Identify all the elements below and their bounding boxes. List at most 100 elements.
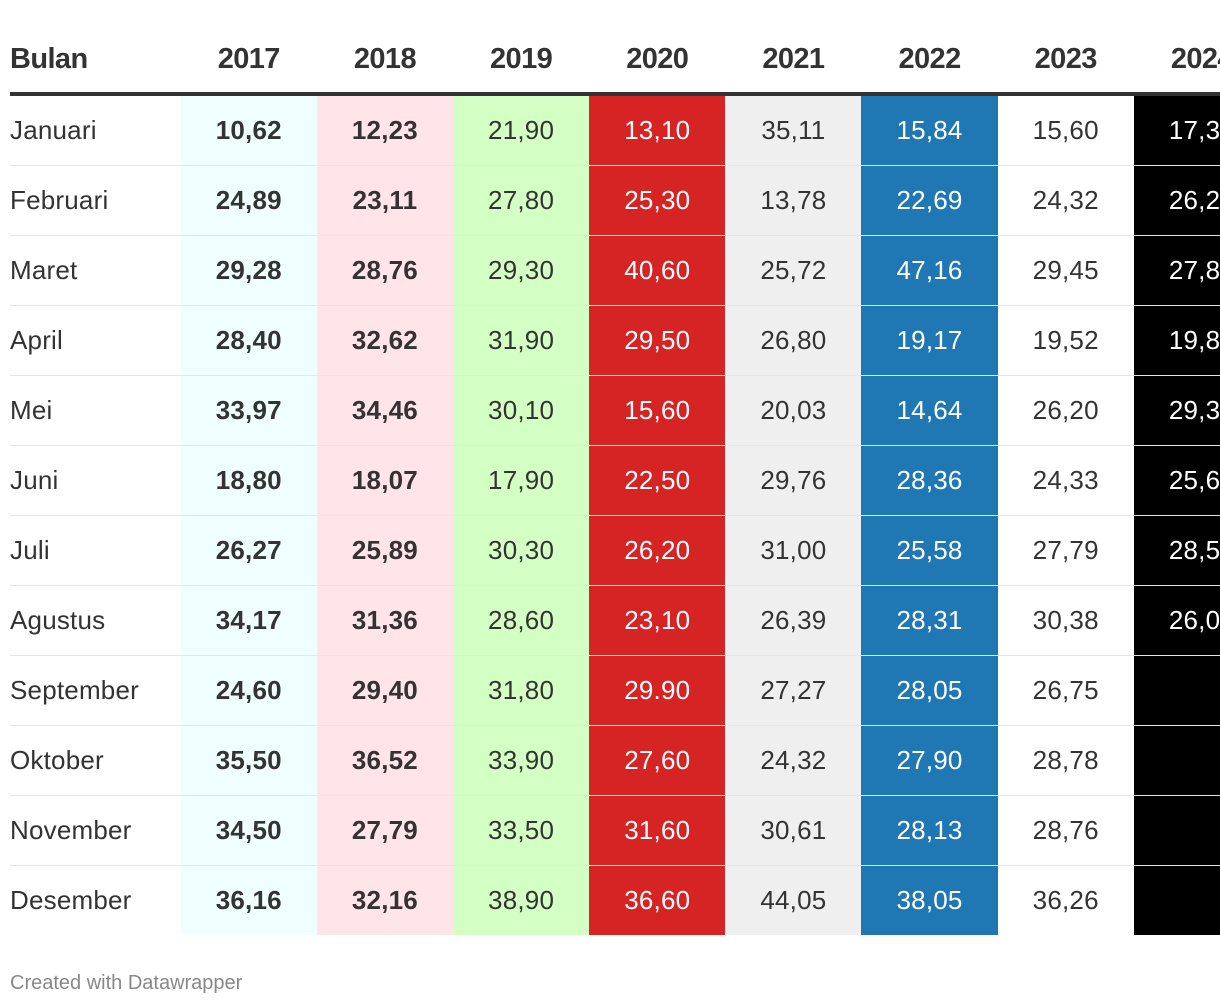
value-cell: 34,17	[180, 585, 317, 656]
value-cell: 25,72	[725, 235, 862, 306]
table-row: Januari 10,62 12,23 21,90 13,10 35,11 15,84 15,…	[10, 94, 1220, 166]
value-cell: 36,26	[997, 865, 1134, 935]
value-cell: 19,17	[861, 305, 998, 376]
table-row: November 34,50 27,79 33,50 31,60 30,61 28,13 28…	[10, 795, 1220, 866]
value-cell: 28,76	[316, 235, 454, 306]
data-table-container: Bulan20172018201920202021202220232024 Ja…	[10, 26, 1220, 935]
value-cell: 27,88	[1133, 235, 1220, 306]
month-cell: Maret	[10, 235, 181, 306]
month-cell: Januari	[10, 94, 181, 166]
value-cell: 30,38	[997, 585, 1134, 656]
value-cell: 22,69	[861, 165, 998, 236]
month-cell: Oktober	[10, 725, 181, 796]
column-header-bulan: Bulan	[10, 26, 181, 96]
value-cell	[1133, 865, 1220, 935]
value-cell: 31,00	[725, 515, 862, 586]
value-cell: 23,11	[316, 165, 454, 236]
table-row: Februari 24,89 23,11 27,80 25,30 13,78 22,69 24…	[10, 165, 1220, 236]
value-cell: 17,39	[1133, 94, 1220, 166]
value-cell: 28,36	[861, 445, 998, 516]
value-cell: 15,60	[997, 94, 1134, 166]
column-header-2020: 2020	[589, 26, 726, 96]
month-cell: September	[10, 655, 181, 726]
value-cell: 32,62	[316, 305, 454, 376]
value-cell: 24,89	[180, 165, 317, 236]
column-header-2018: 2018	[316, 26, 454, 96]
value-cell: 19,52	[997, 305, 1134, 376]
value-cell: 38,90	[453, 865, 590, 935]
value-cell: 32,16	[316, 865, 454, 935]
value-cell: 25,58	[861, 515, 998, 586]
value-cell: 28,78	[997, 725, 1134, 796]
footer-credit: Created with Datawrapper	[10, 972, 243, 994]
value-cell: 29,28	[180, 235, 317, 306]
month-cell: April	[10, 305, 181, 376]
value-cell: 35,50	[180, 725, 317, 796]
table-header: Bulan20172018201920202021202220232024	[10, 26, 1220, 96]
value-cell: 29,30	[453, 235, 590, 306]
value-cell: 30,10	[453, 375, 590, 446]
data-table: Bulan20172018201920202021202220232024 Ja…	[10, 26, 1220, 935]
month-cell: Juni	[10, 445, 181, 516]
table-row: Mei 33,97 34,46 30,10 15,60 20,03 14,64 26,20 29…	[10, 375, 1220, 446]
value-cell: 27,79	[316, 795, 454, 866]
value-cell: 26,23	[1133, 165, 1220, 236]
column-header-2024: 2024	[1133, 26, 1220, 96]
value-cell: 12,23	[316, 94, 454, 166]
value-cell: 30,30	[453, 515, 590, 586]
table-row: April 28,40 32,62 31,90 29,50 26,80 19,17 19,52…	[10, 305, 1220, 376]
value-cell: 38,05	[861, 865, 998, 935]
value-cell: 28,76	[997, 795, 1134, 866]
value-cell: 29,40	[316, 655, 454, 726]
value-cell: 13,10	[589, 94, 726, 166]
value-cell: 27,27	[725, 655, 862, 726]
value-cell: 21,90	[453, 94, 590, 166]
value-cell: 24,33	[997, 445, 1134, 516]
header-row: Bulan20172018201920202021202220232024	[10, 26, 1220, 96]
table-row: Juli 26,27 25,89 30,30 26,20 31,00 25,58 27,79 2…	[10, 515, 1220, 586]
value-cell: 15,84	[861, 94, 998, 166]
value-cell: 44,05	[725, 865, 862, 935]
value-cell: 18,80	[180, 445, 317, 516]
value-cell	[1133, 795, 1220, 866]
column-header-2019: 2019	[453, 26, 590, 96]
value-cell: 25,61	[1133, 445, 1220, 516]
month-cell: Mei	[10, 375, 181, 446]
value-cell: 28,58	[1133, 515, 1220, 586]
value-cell: 15,60	[589, 375, 726, 446]
value-cell: 29.90	[589, 655, 726, 726]
value-cell: 26,20	[589, 515, 726, 586]
value-cell	[1133, 725, 1220, 796]
value-cell: 29,50	[589, 305, 726, 376]
value-cell: 47,16	[861, 235, 998, 306]
value-cell: 24,32	[725, 725, 862, 796]
month-cell: Februari	[10, 165, 181, 236]
value-cell: 27,60	[589, 725, 726, 796]
value-cell: 24,32	[997, 165, 1134, 236]
value-cell: 13,78	[725, 165, 862, 236]
value-cell: 35,11	[725, 94, 862, 166]
column-header-2023: 2023	[997, 26, 1134, 96]
value-cell: 27,90	[861, 725, 998, 796]
value-cell: 26,20	[997, 375, 1134, 446]
value-cell: 28,40	[180, 305, 317, 376]
value-cell: 28,13	[861, 795, 998, 866]
table-row: Maret 29,28 28,76 29,30 40,60 25,72 47,16 29,45…	[10, 235, 1220, 306]
value-cell: 20,03	[725, 375, 862, 446]
table-body: Januari 10,62 12,23 21,90 13,10 35,11 15,84 15,…	[10, 94, 1220, 935]
value-cell: 28,31	[861, 585, 998, 656]
value-cell: 33,97	[180, 375, 317, 446]
value-cell: 31,36	[316, 585, 454, 656]
table-row: Juni 18,80 18,07 17,90 22,50 29,76 28,36 24,33 2…	[10, 445, 1220, 516]
month-cell: Agustus	[10, 585, 181, 656]
month-cell: November	[10, 795, 181, 866]
column-header-2017: 2017	[180, 26, 317, 96]
value-cell: 29,76	[725, 445, 862, 516]
value-cell: 33,50	[453, 795, 590, 866]
value-cell: 17,90	[453, 445, 590, 516]
column-header-2022: 2022	[861, 26, 998, 96]
value-cell: 27,79	[997, 515, 1134, 586]
table-row: Desember 36,16 32,16 38,90 36,60 44,05 38,05 36…	[10, 865, 1220, 935]
value-cell: 18,07	[316, 445, 454, 516]
value-cell: 26,27	[180, 515, 317, 586]
